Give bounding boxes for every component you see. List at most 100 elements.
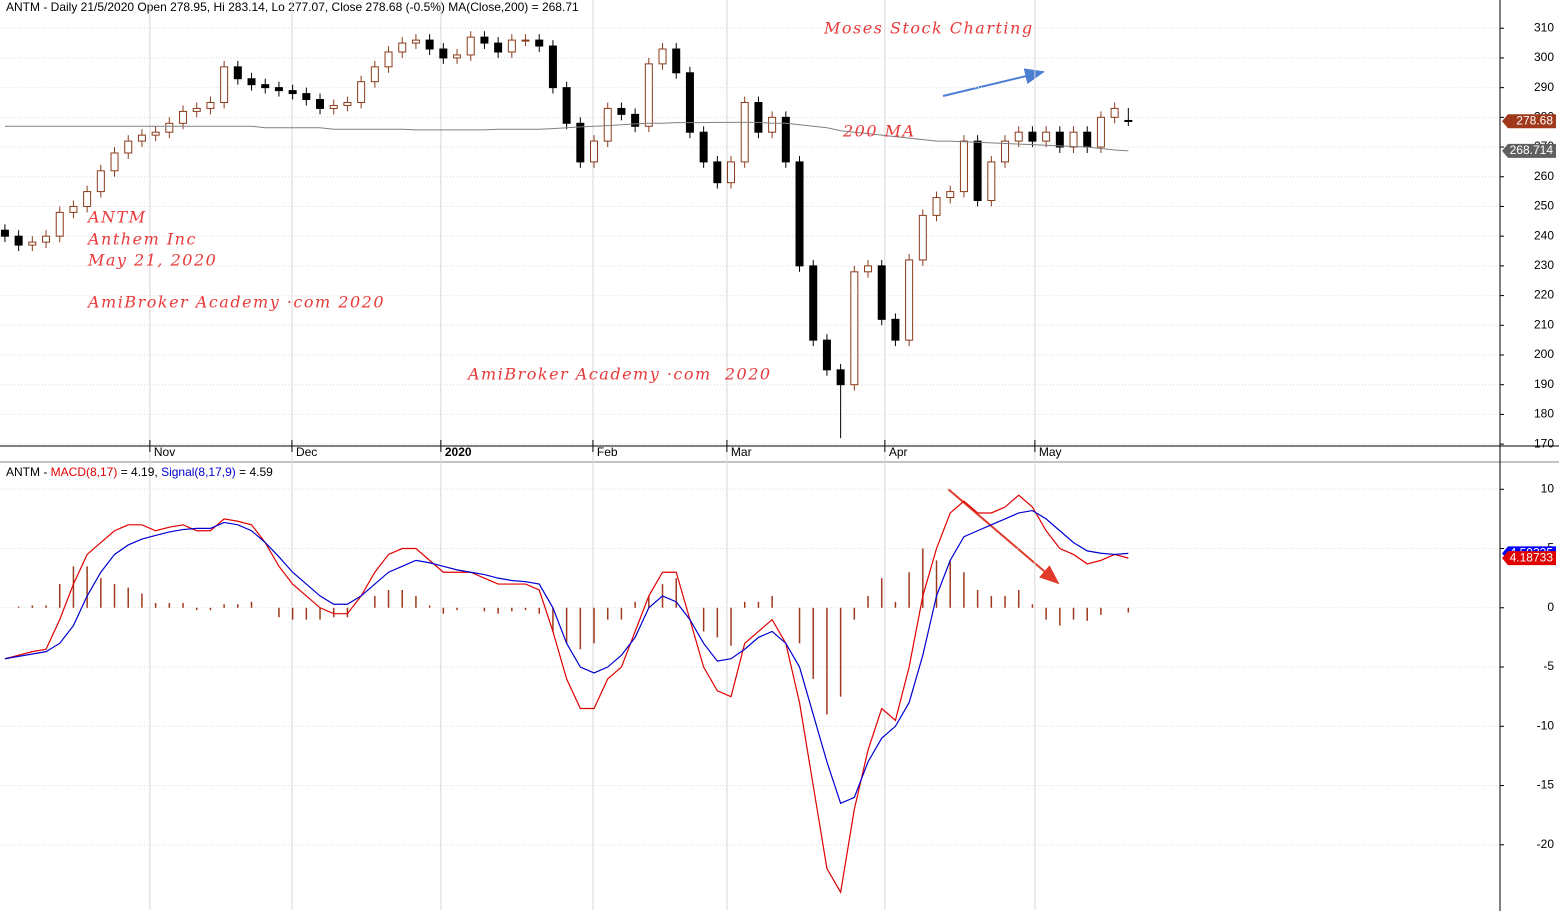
candle-body: [781, 116, 790, 163]
y-tick-label: -20: [1537, 837, 1555, 851]
header-part: Signal(8,17,9): [161, 465, 236, 479]
header-part: MACD(8,17): [51, 465, 118, 479]
macd-header: ANTM - MACD(8,17) = 4.19, Signal(8,17,9)…: [6, 465, 273, 479]
annotation: Moses Stock Charting: [823, 19, 1034, 38]
trend-arrow: [947, 488, 1060, 585]
candle-body: [918, 214, 927, 261]
header-part: ANTM -: [6, 465, 51, 479]
candle-body: [1124, 119, 1133, 122]
price-header: ANTM - Daily 21/5/2020 Open 278.95, Hi 2…: [6, 0, 579, 14]
candle-body: [288, 90, 297, 95]
candle-body: [398, 42, 407, 53]
candle-body: [987, 161, 996, 202]
candle-body: [795, 161, 804, 267]
candle-body: [329, 104, 338, 109]
candle-body: [357, 81, 366, 103]
y-tick-label: -5: [1543, 659, 1554, 673]
candle-body: [466, 36, 475, 56]
annotation: Anthem Inc: [86, 230, 197, 249]
y-tick-label: 200: [1534, 347, 1554, 361]
candle-body: [69, 205, 78, 213]
candle-body: [959, 140, 968, 193]
candle-body: [905, 259, 914, 341]
y-tick-label: 290: [1534, 80, 1554, 94]
candle-body: [507, 39, 516, 53]
candle-body: [658, 48, 667, 65]
y-tick-label: 180: [1534, 407, 1554, 421]
candle-body: [151, 131, 160, 136]
x-tick-label: Dec: [296, 445, 317, 459]
price-tag-label: 268.714: [1510, 143, 1554, 157]
y-tick-label: 240: [1534, 228, 1554, 242]
candle-body: [1083, 131, 1092, 148]
y-tick-label: 190: [1534, 377, 1554, 391]
annotation: AmiBroker Academy ·com 2020: [466, 365, 772, 384]
y-tick-label: -15: [1537, 778, 1555, 792]
candle-body: [83, 191, 92, 207]
candle-body: [274, 87, 283, 92]
candle-body: [316, 99, 325, 109]
candle-body: [14, 235, 23, 246]
trend-arrow: [942, 68, 1045, 97]
candle-body: [946, 191, 955, 199]
candle-body: [631, 113, 640, 127]
candle-body: [548, 45, 557, 89]
candle-body: [494, 42, 503, 53]
candle-body: [1014, 131, 1023, 142]
price-tag: [1502, 551, 1556, 566]
candle-body: [110, 152, 119, 172]
candle-body: [603, 107, 612, 142]
candle-body: [137, 134, 146, 142]
y-tick-label: 0: [1547, 600, 1554, 614]
candle-body: [1055, 131, 1064, 148]
candle-body: [42, 235, 51, 243]
y-tick-label: 250: [1534, 199, 1554, 213]
candle-body: [754, 101, 763, 133]
candle-body: [302, 93, 311, 101]
candle-body: [727, 161, 736, 184]
candle-body: [1042, 131, 1051, 142]
candle-body: [480, 36, 489, 44]
candle-body: [1028, 131, 1037, 142]
ma-line: [4, 121, 1129, 152]
candle-body: [836, 369, 845, 386]
candle-body: [55, 211, 64, 237]
candle-body: [740, 101, 749, 163]
candle-body: [0, 229, 9, 237]
annotation: May 21, 2020: [87, 251, 217, 270]
candle-body: [425, 39, 434, 50]
price-tag: [1502, 114, 1556, 129]
candle-body: [685, 72, 694, 133]
y-tick-label: 210: [1534, 317, 1554, 331]
candle-body: [233, 66, 242, 80]
header-part: = 4.59: [236, 465, 273, 479]
candle-body: [124, 140, 133, 154]
candle-body: [576, 122, 585, 163]
candle-body: [864, 265, 873, 273]
candle-body: [343, 101, 352, 106]
candle-body: [1110, 107, 1119, 118]
candle-body: [590, 140, 599, 163]
x-tick-label: 2020: [445, 445, 472, 459]
candle-body: [220, 66, 229, 103]
candle-body: [411, 39, 420, 44]
candle-body: [370, 66, 379, 83]
y-tick-label: -10: [1537, 718, 1555, 732]
candle-body: [713, 161, 722, 184]
candle-body: [1096, 116, 1105, 148]
x-tick-label: Apr: [889, 445, 908, 459]
candle-body: [384, 51, 393, 68]
macd-line: [4, 509, 1129, 805]
candle-body: [521, 39, 530, 42]
y-tick-label: 10: [1541, 481, 1555, 495]
annotation: AmiBroker Academy ·com 2020: [86, 293, 385, 312]
candle-body: [247, 78, 256, 86]
candle-body: [453, 54, 462, 59]
candle-body: [192, 107, 201, 112]
x-tick-label: Mar: [731, 445, 752, 459]
price-tag-label: 4.18733: [1510, 550, 1554, 564]
candle-body: [439, 48, 448, 59]
candle-body: [768, 116, 777, 133]
y-tick-label: 260: [1534, 169, 1554, 183]
candle-body: [28, 241, 37, 246]
